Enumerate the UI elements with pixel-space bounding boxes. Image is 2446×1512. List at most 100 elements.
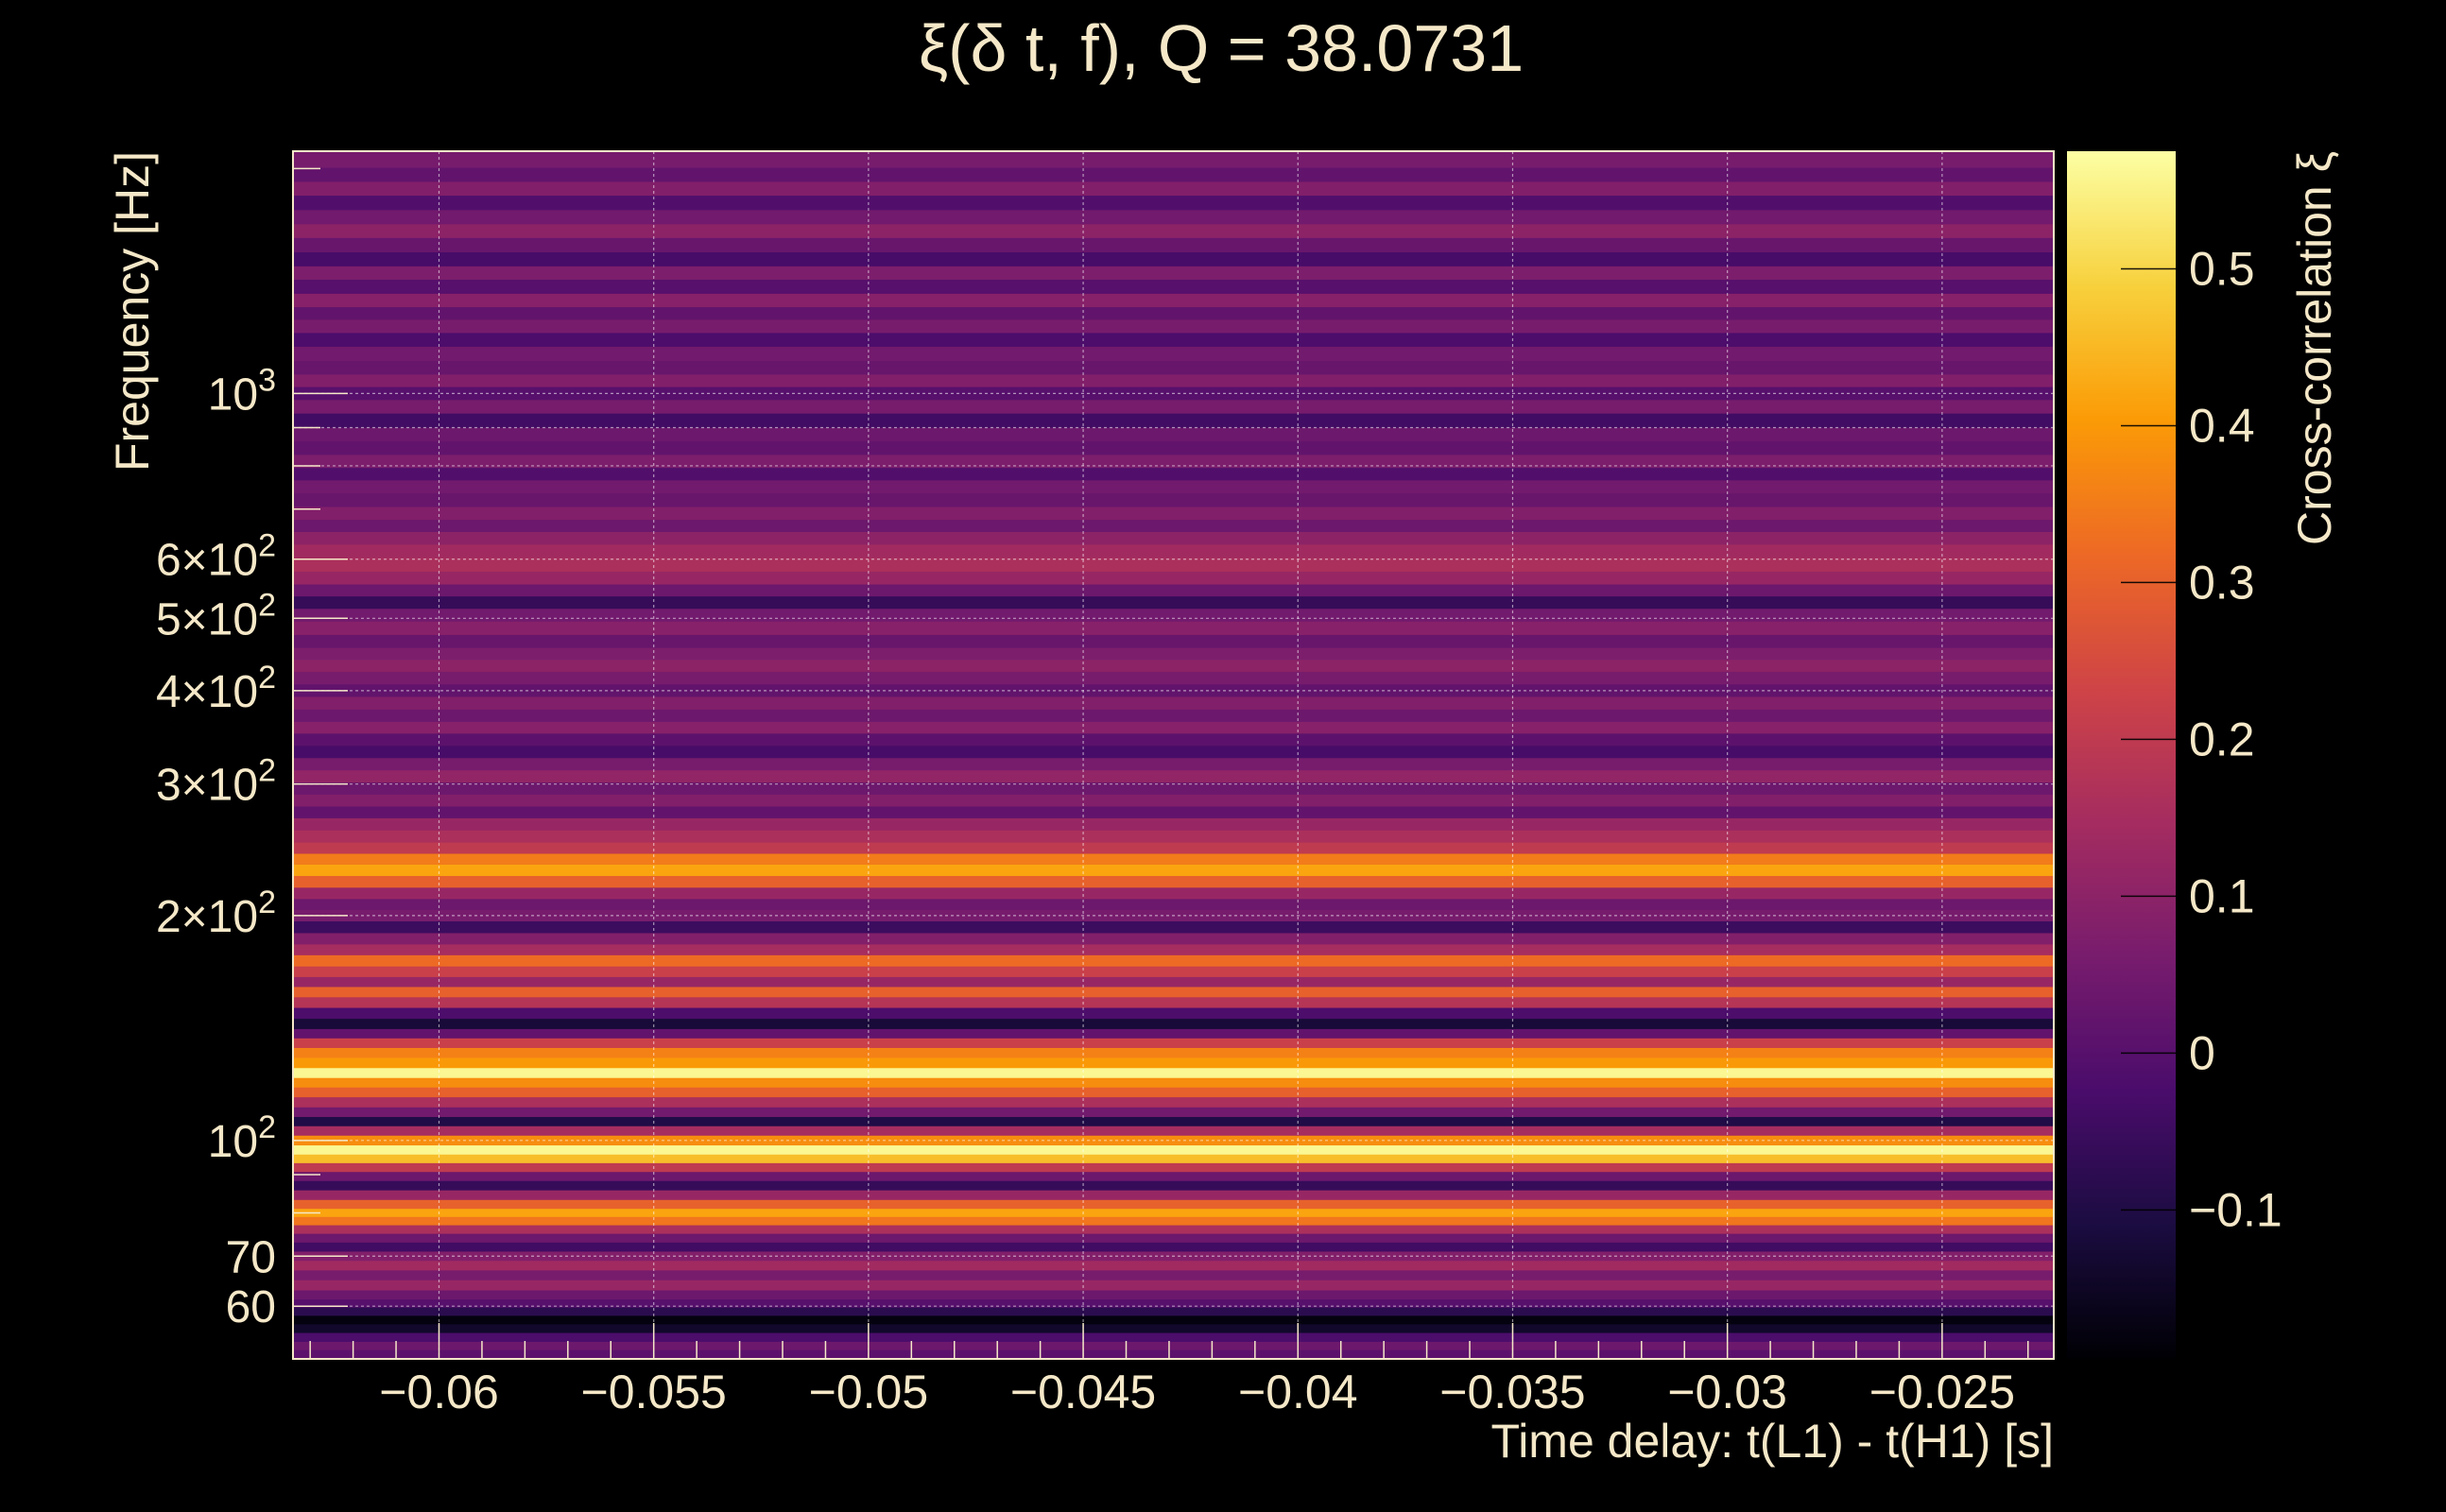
heatmap-band [293,817,2054,832]
heatmap-band [293,842,2054,855]
y-tick-label: 5×102 [156,587,276,644]
x-tick-label: −0.045 [1010,1366,1156,1418]
y-tick-label: 3×102 [156,753,276,811]
heatmap-band [293,1172,2054,1182]
x-tick-label: −0.025 [1869,1366,2015,1418]
heatmap-band [293,830,2054,844]
heatmap-band [293,167,2054,183]
heatmap-band [293,1199,2054,1210]
heatmap-band [293,266,2054,281]
heatmap-band [293,997,2054,1009]
plot-frame [292,150,2055,1360]
heatmap-band [293,1162,2054,1173]
heatmap-band [293,1038,2054,1049]
heatmap-band [293,1068,2054,1079]
heatmap-band [293,468,2054,481]
x-tick-label: −0.03 [1667,1366,1787,1418]
heatmap-band [293,493,2054,508]
heatmap-band [293,954,2054,968]
heatmap-band [293,709,2054,723]
y-tick-label: 70 [226,1232,276,1282]
y-axis-label: Frequency [Hz] [106,151,159,472]
heatmap-band [293,307,2054,321]
heatmap-band [293,293,2054,308]
heatmap-band [293,696,2054,711]
heatmap-band [293,875,2054,888]
heatmap-band [293,531,2054,545]
heatmap-band [293,1280,2054,1292]
heatmap-band [293,1299,2054,1309]
heatmap-band [293,252,2054,267]
heatmap-band [293,151,2054,169]
heatmap-band [293,544,2054,558]
colorbar-tick-label: 0 [2189,1026,2215,1079]
heatmap-band [293,319,2054,334]
heatmap-band [293,571,2054,586]
heatmap-band [293,609,2054,623]
heatmap-band [293,1007,2054,1020]
heatmap-band [293,933,2054,946]
heatmap-band [293,1324,2054,1334]
heatmap-band [293,853,2054,866]
heatmap-band [293,660,2054,673]
heatmap-band [293,1117,2054,1127]
heatmap-band [293,1107,2054,1118]
heatmap-band [293,224,2054,239]
heatmap-band [293,400,2054,415]
heatmap-band [293,1097,2054,1108]
heatmap-band [293,1290,2054,1300]
colorbar-axis: −0.1 0 0.1 0.2 0.3 0.4 0.5 [2121,242,2282,1236]
heatmap-band [293,1125,2054,1137]
heatmap-band [293,1225,2054,1235]
x-tick-label: −0.04 [1238,1366,1358,1418]
heatmap-band [293,976,2054,988]
x-axis: −0.06 −0.055 −0.05 −0.045 −0.04 −0.035 −0.03 −0… [309,1323,2029,1418]
heatmap-band [293,634,2054,649]
heatmap-band [293,1209,2054,1218]
heatmap-band [293,1261,2054,1271]
x-axis-label: Time delay: t(L1) - t(H1) [s] [1491,1415,2054,1468]
heatmap-band [293,987,2054,998]
heatmap-band [293,455,2054,469]
chart-title: ξ(δ t, f), Q = 38.0731 [919,11,1524,85]
heatmap-band [293,1190,2054,1201]
heatmap-band [293,770,2054,783]
heatmap-band [293,210,2054,225]
x-tick-label: −0.055 [581,1366,727,1418]
heatmap-band [293,794,2054,808]
colorbar-tick-label: 0.5 [2189,242,2255,295]
y-tick-label: 4×102 [156,660,276,717]
y-tick-label: 60 [226,1282,276,1332]
heatmap-band [293,647,2054,661]
heatmap-band [293,1315,2054,1325]
heatmap-band [293,1087,2054,1098]
heatmap-band [293,596,2054,610]
colorbar-tick-label: 0.2 [2189,713,2255,765]
heatmap-band [293,746,2054,759]
heatmap-bands [293,151,2054,1360]
colorbar-label: Cross-correlation ξ [2288,151,2341,545]
colorbar-tick-label: 0.1 [2189,869,2255,922]
heatmap-band [293,427,2054,442]
heatmap-band [293,966,2054,978]
heatmap-band [293,584,2054,597]
heatmap-band [293,806,2054,819]
heatmap-band [293,196,2054,211]
heatmap-band [293,333,2054,348]
heatmap-band [293,280,2054,295]
heatmap-band [293,361,2054,375]
heatmap-band [293,1332,2054,1343]
heatmap-band [293,920,2054,935]
heatmap-band [293,1057,2054,1069]
heatmap-band [293,1019,2054,1030]
heatmap-band [293,480,2054,494]
x-tick-label: −0.05 [809,1366,929,1418]
heatmap-band [293,1145,2054,1156]
heatmap-band [293,1270,2054,1281]
heatmap-band [293,374,2054,388]
heatmap-band [293,671,2054,685]
heatmap-band [293,899,2054,911]
heatmap-band [293,507,2054,521]
grid-lines [293,151,2054,1359]
